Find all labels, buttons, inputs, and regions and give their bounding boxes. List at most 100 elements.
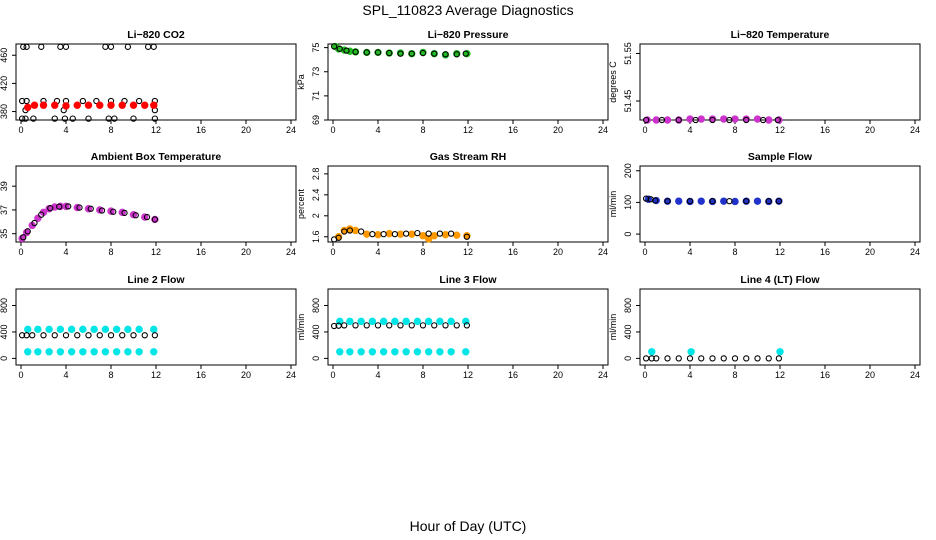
data-point [402, 230, 410, 237]
data-point [453, 51, 460, 58]
data-point [391, 317, 399, 326]
data-point [363, 322, 370, 329]
data-point [31, 219, 38, 227]
data-point [357, 348, 365, 356]
data-point [51, 115, 58, 122]
y-tick-label: 200 [623, 163, 633, 178]
data-point [462, 50, 469, 57]
data-point [686, 115, 694, 123]
data-point [743, 116, 750, 124]
data-point [85, 332, 92, 339]
x-tick-label: 8 [420, 247, 425, 257]
data-point [40, 332, 47, 339]
data-point [447, 348, 455, 356]
data-point [658, 116, 666, 124]
x-tick-label: 20 [865, 247, 875, 257]
y-axis-label: ml/min [608, 314, 618, 341]
data-point [96, 332, 103, 339]
data-point [442, 51, 449, 58]
panel-title: Ambient Box Temperature [91, 151, 222, 163]
panel-1: Li−820 CO2Licor ppm04812162024380420460 [0, 29, 297, 135]
data-point [775, 355, 783, 362]
data-point [397, 50, 404, 57]
figure-title: SPL_110823 Average Diagnostics [362, 2, 574, 18]
data-point [720, 197, 728, 205]
x-tick-label: 24 [598, 370, 608, 380]
data-point [419, 232, 427, 240]
series-line-3-mean [330, 322, 471, 330]
data-point [648, 355, 655, 362]
x-tick-label: 8 [108, 247, 113, 257]
series-licor-co2-mean [24, 101, 158, 112]
data-point [135, 325, 143, 334]
data-point [111, 115, 118, 122]
data-point [51, 101, 59, 109]
data-point [453, 322, 460, 329]
x-tick-label: 24 [286, 247, 296, 257]
series-line-4-mean [642, 355, 783, 362]
data-point [24, 103, 32, 112]
x-tick-label: 12 [463, 125, 473, 135]
x-tick-label: 16 [508, 125, 518, 135]
data-point [453, 231, 461, 239]
data-point [130, 332, 137, 339]
data-point [408, 230, 416, 238]
y-tick-label: 39 [0, 181, 9, 191]
data-point [430, 232, 438, 240]
x-tick-label: 12 [151, 247, 161, 257]
y-axis-label: degrees C [608, 61, 618, 103]
panel-title: Li−820 Temperature [731, 29, 830, 41]
panel-title: Li−820 Pressure [428, 29, 509, 41]
y-tick-label: 1.6 [311, 231, 321, 244]
data-point [62, 102, 70, 110]
x-tick-label: 0 [642, 247, 647, 257]
x-tick-label: 4 [375, 247, 380, 257]
x-tick-label: 24 [598, 125, 608, 135]
data-point [357, 317, 365, 326]
data-point [107, 101, 115, 109]
x-tick-label: 24 [910, 125, 920, 135]
y-tick-label: 2.8 [311, 168, 321, 181]
data-point [726, 197, 733, 205]
y-tick-label: 800 [0, 298, 9, 313]
data-point [56, 325, 65, 334]
panel-3: Li−820 Temperature degrees C 0 4 8 12 16 20 24 51… [608, 29, 921, 135]
data-point [709, 116, 716, 124]
data-point [379, 317, 388, 326]
x-tick-label: 12 [775, 370, 785, 380]
data-point [463, 233, 471, 240]
x-tick-label: 4 [63, 125, 68, 135]
data-point [397, 322, 404, 329]
data-point [368, 348, 377, 356]
data-point [413, 348, 422, 356]
data-point [380, 230, 387, 238]
x-tick-label: 12 [775, 247, 785, 257]
data-point [363, 49, 370, 56]
data-point [402, 317, 410, 326]
data-point [425, 230, 432, 237]
data-point [447, 317, 455, 326]
data-point [753, 197, 762, 205]
x-tick-label: 24 [598, 247, 608, 257]
data-point [18, 332, 26, 339]
data-point [39, 101, 48, 109]
data-point [150, 325, 158, 334]
x-tick-label: 12 [463, 247, 473, 257]
data-point [57, 43, 64, 50]
panel-2: Li−820 Pressure kPa 0 4 8 12 16 20 24 69 71 73 75 [296, 29, 609, 135]
data-point [107, 43, 115, 50]
data-point [150, 348, 158, 356]
data-point [754, 355, 761, 362]
y-tick-label: 69 [311, 115, 321, 125]
data-point [67, 348, 76, 356]
data-point [431, 322, 438, 329]
data-point [720, 355, 727, 362]
y-tick-label: 800 [623, 298, 633, 313]
x-tick-label: 0 [642, 370, 647, 380]
data-point [23, 97, 30, 105]
data-point [130, 115, 137, 122]
data-point [110, 208, 117, 215]
data-point [112, 348, 121, 356]
panel-5: Gas Stream RH percent 0 4 8 12 16 20 24 1.6 2 2.4 2.… [296, 151, 609, 257]
data-point [151, 332, 159, 339]
